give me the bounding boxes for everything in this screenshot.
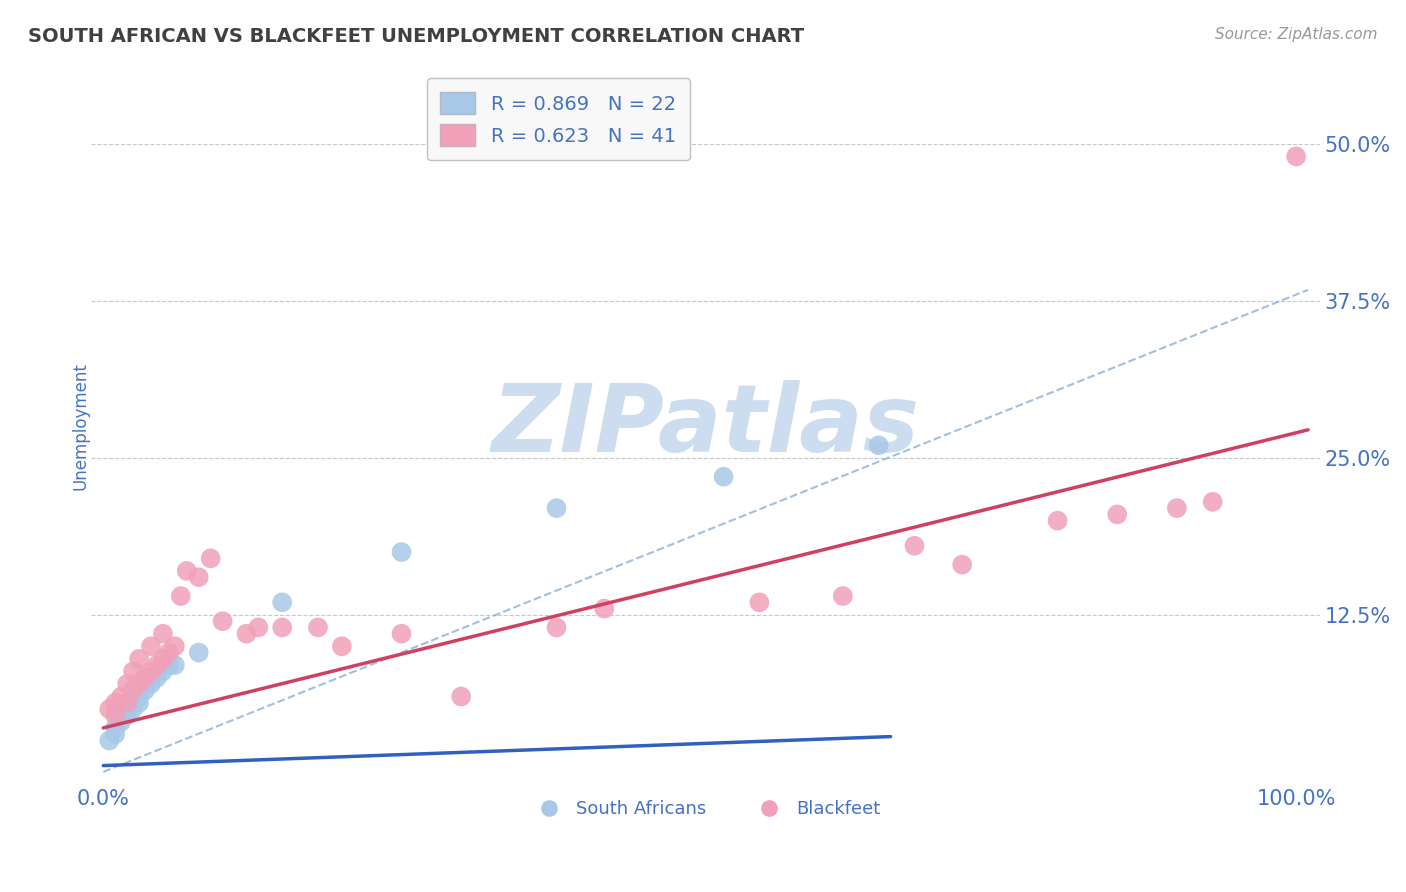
Point (134, 671, 156, 685)
Point (152, 652, 174, 666)
Point (170, 589, 193, 603)
Point (391, 626, 413, 640)
Point (903, 539, 925, 553)
Text: SOUTH AFRICAN VS BLACKFEET UNEMPLOYMENT CORRELATION CHART: SOUTH AFRICAN VS BLACKFEET UNEMPLOYMENT … (28, 27, 804, 45)
Point (450, 690, 472, 704)
Point (122, 683, 145, 698)
Point (1107, 508, 1129, 522)
Point (235, 626, 257, 640)
Point (104, 696, 127, 710)
Point (211, 614, 233, 628)
Point (247, 620, 270, 634)
Point (546, 620, 568, 634)
Point (391, 545, 413, 559)
Point (1285, 149, 1308, 163)
Text: ZIPatlas: ZIPatlas (492, 381, 920, 473)
Point (868, 438, 890, 452)
Point (330, 640, 353, 654)
Point (163, 658, 186, 673)
Point (139, 665, 162, 679)
Point (98, 702, 121, 716)
Point (128, 677, 150, 691)
Point (104, 721, 127, 735)
Point (122, 702, 145, 716)
Point (1201, 495, 1223, 509)
Point (950, 558, 973, 572)
Point (271, 620, 294, 634)
Text: Source: ZipAtlas.com: Source: ZipAtlas.com (1215, 27, 1378, 42)
Point (157, 646, 180, 660)
Point (200, 551, 222, 566)
Point (748, 595, 770, 609)
Point (152, 665, 174, 679)
Point (98, 733, 121, 747)
Point (176, 564, 198, 578)
Point (115, 677, 138, 691)
Point (122, 665, 145, 679)
Point (307, 620, 329, 634)
Point (713, 469, 735, 483)
Point (115, 702, 138, 716)
Point (1046, 514, 1069, 528)
Point (271, 595, 294, 609)
Point (139, 677, 162, 691)
Point (831, 589, 853, 603)
Point (128, 652, 150, 666)
Point (152, 626, 174, 640)
Point (110, 690, 132, 704)
Point (546, 501, 568, 516)
Y-axis label: Unemployment: Unemployment (72, 362, 89, 491)
Point (134, 683, 156, 698)
Point (146, 658, 169, 673)
Point (163, 640, 186, 654)
Point (146, 671, 169, 685)
Point (128, 696, 150, 710)
Point (139, 671, 162, 685)
Point (187, 570, 209, 584)
Point (139, 640, 162, 654)
Point (104, 727, 127, 741)
Point (128, 690, 150, 704)
Point (187, 646, 209, 660)
Point (115, 696, 138, 710)
Point (104, 708, 127, 723)
Point (593, 601, 616, 615)
Point (1166, 501, 1188, 516)
Legend: South Africans, Blackfeet: South Africans, Blackfeet (523, 793, 887, 825)
Point (110, 714, 132, 729)
Point (157, 658, 180, 673)
Point (115, 708, 138, 723)
